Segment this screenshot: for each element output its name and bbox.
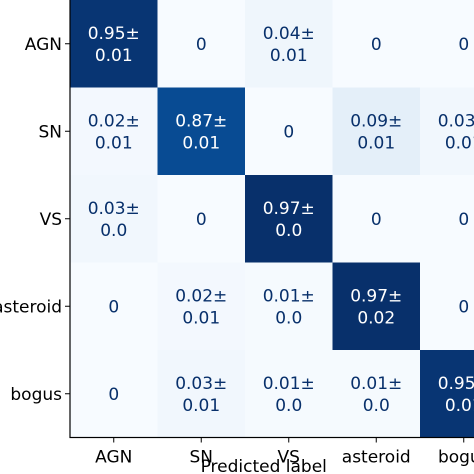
heatmap-cell-r3-c4 — [420, 262, 474, 351]
heatmap-cell-r4-c2 — [245, 350, 333, 438]
cell-label-r0-c2: 0.04± 0.01 — [263, 24, 315, 66]
x-tick-label-4: bogus — [438, 448, 474, 468]
cell-label-r2-c1: 0 — [196, 210, 207, 230]
heatmap-cell-r4-c3 — [332, 350, 421, 438]
cell-label-r0-c0: 0.95± 0.01 — [88, 24, 140, 66]
heatmap-cell-r0-c3 — [332, 0, 421, 88]
heatmap-cell-r4-c0 — [70, 350, 158, 438]
y-tick-label-4: bogus — [10, 385, 62, 405]
cell-label-r3-c2: 0.01± 0.0 — [263, 286, 315, 328]
cell-label-r4-c2: 0.01± 0.0 — [263, 374, 315, 416]
heatmap-cell-r1-c4 — [420, 87, 474, 176]
x-tick-label-1: SN — [189, 448, 213, 468]
y-tick-label-0: AGN — [25, 35, 62, 55]
x-axis-title: Predicted label — [201, 457, 327, 474]
cell-label-r4-c1: 0.03± 0.01 — [175, 374, 227, 416]
y-tick-label-2: VS — [40, 210, 62, 230]
heatmap-cell-r2-c2 — [245, 175, 333, 263]
cell-label-r3-c0: 0 — [108, 297, 119, 317]
heatmap-cell-r2-c1 — [157, 175, 246, 263]
x-tick-label-3: asteroid — [342, 448, 411, 468]
heatmap-cell-r1-c2 — [245, 87, 333, 176]
x-tick-label-2: VS — [278, 448, 300, 468]
axis-ticks — [65, 43, 465, 443]
cell-label-r2-c3: 0 — [371, 210, 382, 230]
cell-label-r1-c1: 0.87± 0.01 — [175, 111, 227, 153]
heatmap-cell-r1-c3 — [332, 87, 421, 176]
heatmap-cell-r2-c4 — [420, 175, 474, 263]
cell-label-r2-c2: 0.97± 0.0 — [263, 199, 315, 241]
cell-label-r3-c4: 0 — [458, 297, 469, 317]
cell-label-r1-c4: 0.03±0.01 — [438, 111, 474, 153]
heatmap-cell-r0-c1 — [157, 0, 246, 88]
cell-label-r1-c2: 0 — [283, 122, 294, 142]
y-tick-label-3: asteroid — [0, 297, 62, 317]
cell-label-r1-c0: 0.02± 0.01 — [88, 111, 140, 153]
x-tick-label-0: AGN — [95, 448, 132, 468]
heatmap-cell-r3-c1 — [157, 262, 246, 351]
cell-label-r2-c0: 0.03± 0.0 — [88, 199, 140, 241]
heatmap-cell-labels: 0.95± 0.01 0 0.04± 0.01 0 0 0.02± 0.01 0.87± 0.01 0… — [88, 24, 474, 416]
heatmap-cell-r1-c1 — [157, 87, 246, 176]
cell-label-r0-c3: 0 — [371, 35, 382, 55]
heatmap-cell-r1-c0 — [70, 87, 158, 176]
cell-label-r4-c3: 0.01± 0.0 — [350, 374, 402, 416]
cell-label-r4-c0: 0 — [108, 385, 119, 405]
heatmap-cell-r0-c0 — [70, 0, 158, 88]
heatmap-cells — [70, 0, 474, 438]
heatmap-cell-r3-c2 — [245, 262, 333, 351]
cell-label-r1-c3: 0.09± 0.01 — [350, 111, 402, 153]
heatmap-cell-r0-c4 — [420, 0, 474, 88]
heatmap-cell-r3-c3 — [332, 262, 421, 351]
cell-label-r2-c4: 0 — [458, 210, 469, 230]
heatmap-cell-r4-c1 — [157, 350, 246, 438]
cell-label-r3-c1: 0.02± 0.01 — [175, 286, 227, 328]
axis-tick-labels: AGN SN VS asteroid bogus AGN SN VS asteroid bogus — [0, 35, 474, 468]
heatmap-cell-r4-c4 — [420, 350, 474, 438]
heatmap-cell-r2-c0 — [70, 175, 158, 263]
heatmap-cell-r2-c3 — [332, 175, 421, 263]
cell-label-r0-c1: 0 — [196, 35, 207, 55]
heatmap-cell-r3-c0 — [70, 262, 158, 351]
y-tick-label-1: SN — [38, 122, 62, 142]
cell-label-r4-c4: 0.95±0.01 — [438, 374, 474, 416]
cell-label-r3-c3: 0.97± 0.02 — [350, 286, 402, 328]
cell-label-r0-c4: 0 — [458, 35, 469, 55]
heatmap-cell-r0-c2 — [245, 0, 333, 88]
